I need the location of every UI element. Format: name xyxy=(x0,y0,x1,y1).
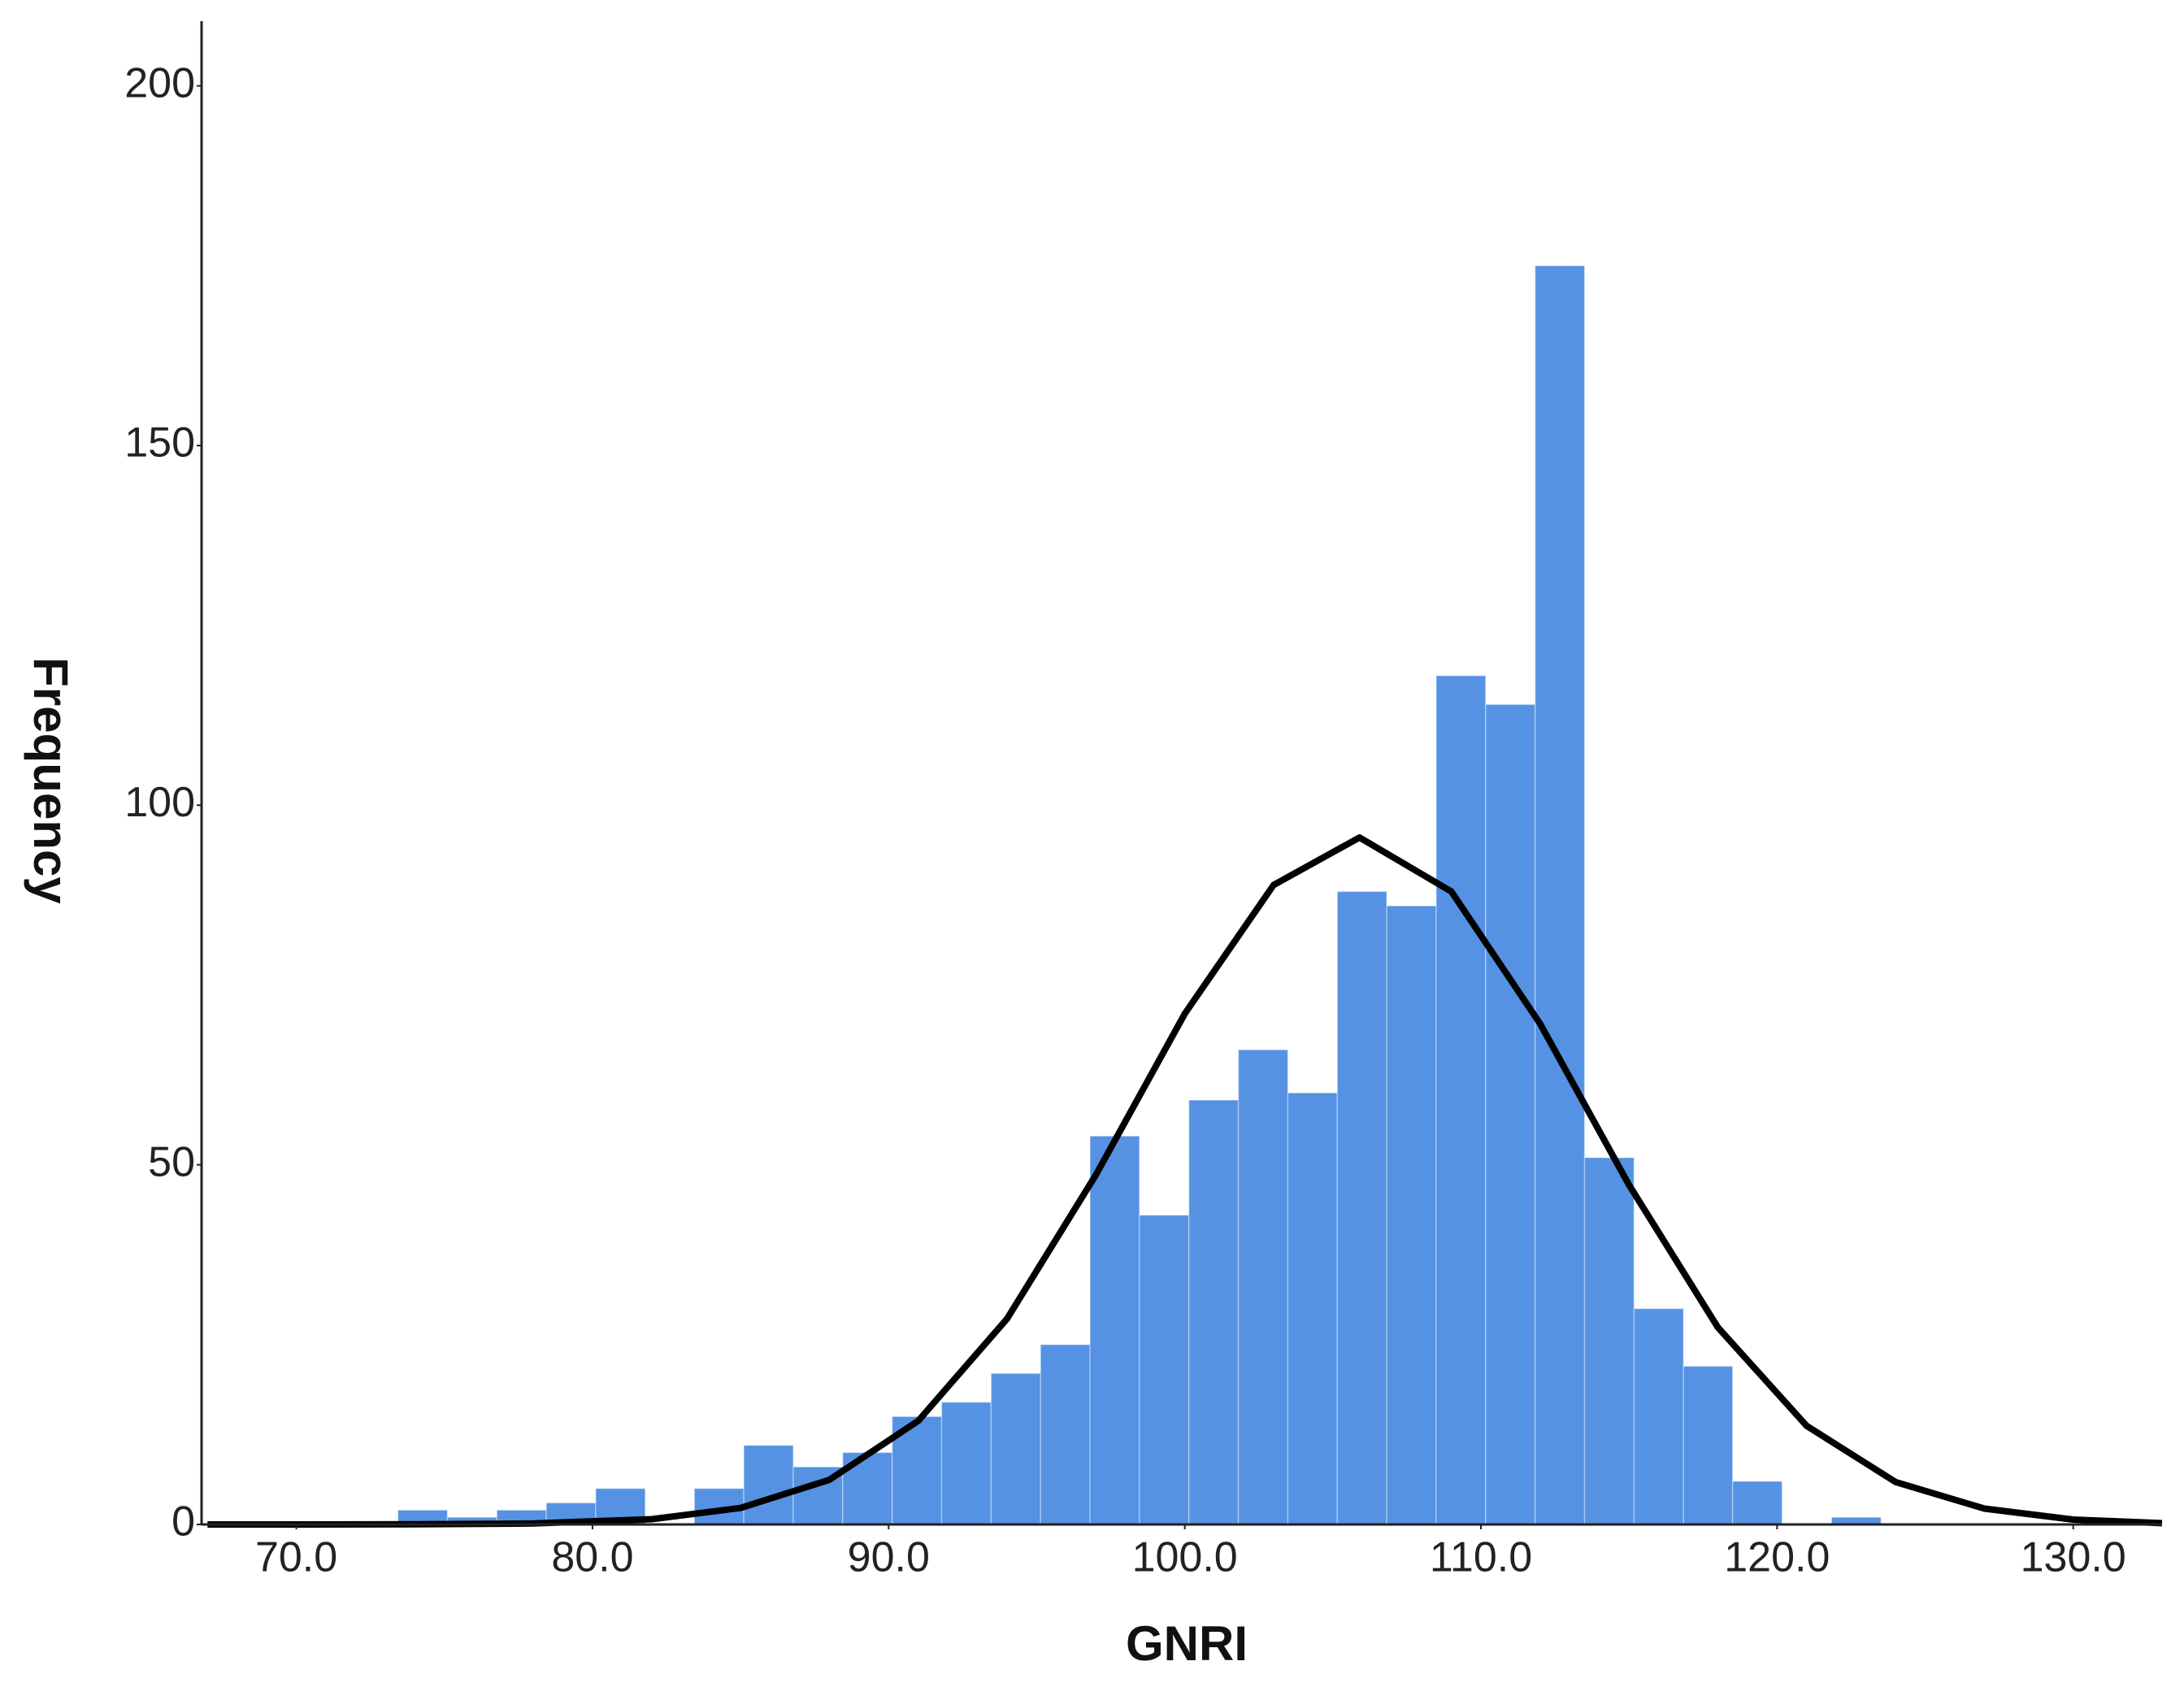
x-tick-label: 130.0 xyxy=(2021,1534,2126,1581)
y-tick-label: 0 xyxy=(172,1498,195,1546)
y-tick-label: 50 xyxy=(148,1138,195,1185)
bar xyxy=(1336,890,1387,1525)
bar xyxy=(1633,1307,1684,1525)
x-tick-label: 100.0 xyxy=(1132,1534,1238,1581)
x-tick-label: 110.0 xyxy=(1430,1534,1532,1581)
bar xyxy=(743,1444,794,1525)
bar xyxy=(1386,905,1437,1525)
x-tick-label: 80.0 xyxy=(551,1534,633,1581)
bar xyxy=(940,1401,992,1525)
x-tick-label: 90.0 xyxy=(848,1534,930,1581)
bar xyxy=(1139,1214,1190,1525)
normal-curve xyxy=(207,834,2163,1528)
y-tick-label: 200 xyxy=(124,59,195,107)
bar xyxy=(1287,1092,1339,1525)
x-tick-label: 120.0 xyxy=(1724,1534,1830,1581)
bar xyxy=(1040,1344,1091,1525)
bar xyxy=(1435,675,1487,1525)
bar xyxy=(1188,1099,1240,1525)
bar xyxy=(1583,1157,1635,1525)
bar xyxy=(1731,1481,1783,1525)
bar xyxy=(1683,1365,1734,1525)
y-axis-title: Frequency xyxy=(24,657,78,904)
bar xyxy=(1485,703,1536,1525)
x-axis-title: GNRI xyxy=(1126,1616,1248,1671)
bar xyxy=(1089,1135,1140,1525)
y-tick-label: 100 xyxy=(124,779,195,826)
bar xyxy=(990,1372,1041,1525)
bar xyxy=(1534,265,1586,1525)
x-tick-label: 70.0 xyxy=(255,1534,337,1581)
bar xyxy=(1237,1049,1289,1525)
y-tick-label: 150 xyxy=(124,420,195,467)
